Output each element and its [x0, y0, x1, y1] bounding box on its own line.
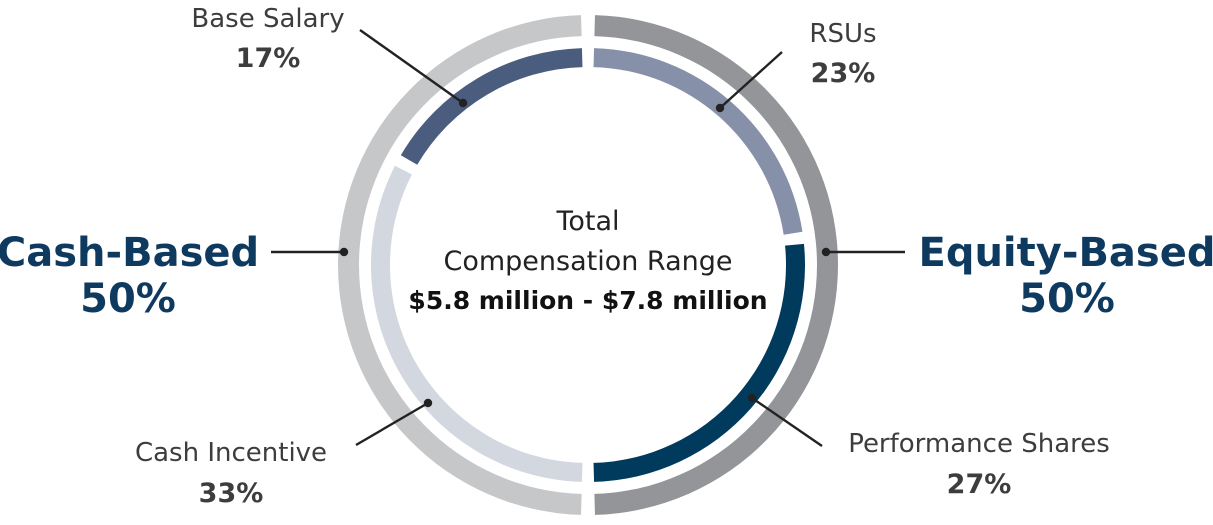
leader-equity-based-dot [821, 247, 831, 257]
equity-based-label: Equity-Based [919, 230, 1213, 276]
leader-base-salary [359, 29, 464, 104]
center-range: $5.8 million - $7.8 million [408, 286, 767, 315]
cash-incentive-value: 33% [199, 478, 264, 509]
leader-cash-incentive [355, 401, 429, 447]
cash-based-value: 50% [80, 276, 176, 322]
cash-incentive-label: Cash Incentive [135, 438, 327, 468]
inner-segment-performance-shares [593, 243, 806, 482]
leader-cash-based-dot [339, 247, 349, 257]
cash-based-label: Cash-Based [0, 230, 259, 276]
leader-rsus [719, 51, 783, 109]
leader-lines [271, 29, 905, 447]
rsus-value: 23% [811, 58, 876, 89]
performance-shares-value: 27% [947, 469, 1012, 500]
equity-based-value: 50% [1019, 276, 1115, 322]
center-title-line1: Total [555, 206, 619, 237]
center-title-line2: Compensation Range [443, 246, 732, 277]
leader-performance-shares-dot [747, 393, 757, 403]
inner-segment-rsus [593, 48, 803, 235]
leader-performance-shares [751, 397, 823, 447]
base-salary-value: 17% [236, 43, 301, 74]
leader-base-salary-dot [458, 98, 468, 108]
leader-rsus-dot [715, 103, 725, 113]
leader-cash-incentive-dot [423, 398, 433, 408]
inner-segment-cash-incentive [370, 165, 583, 482]
base-salary-label: Base Salary [191, 4, 344, 34]
performance-shares-label: Performance Shares [848, 429, 1110, 459]
inner-segment-base-salary [400, 48, 583, 165]
rsus-label: RSUs [809, 19, 876, 49]
